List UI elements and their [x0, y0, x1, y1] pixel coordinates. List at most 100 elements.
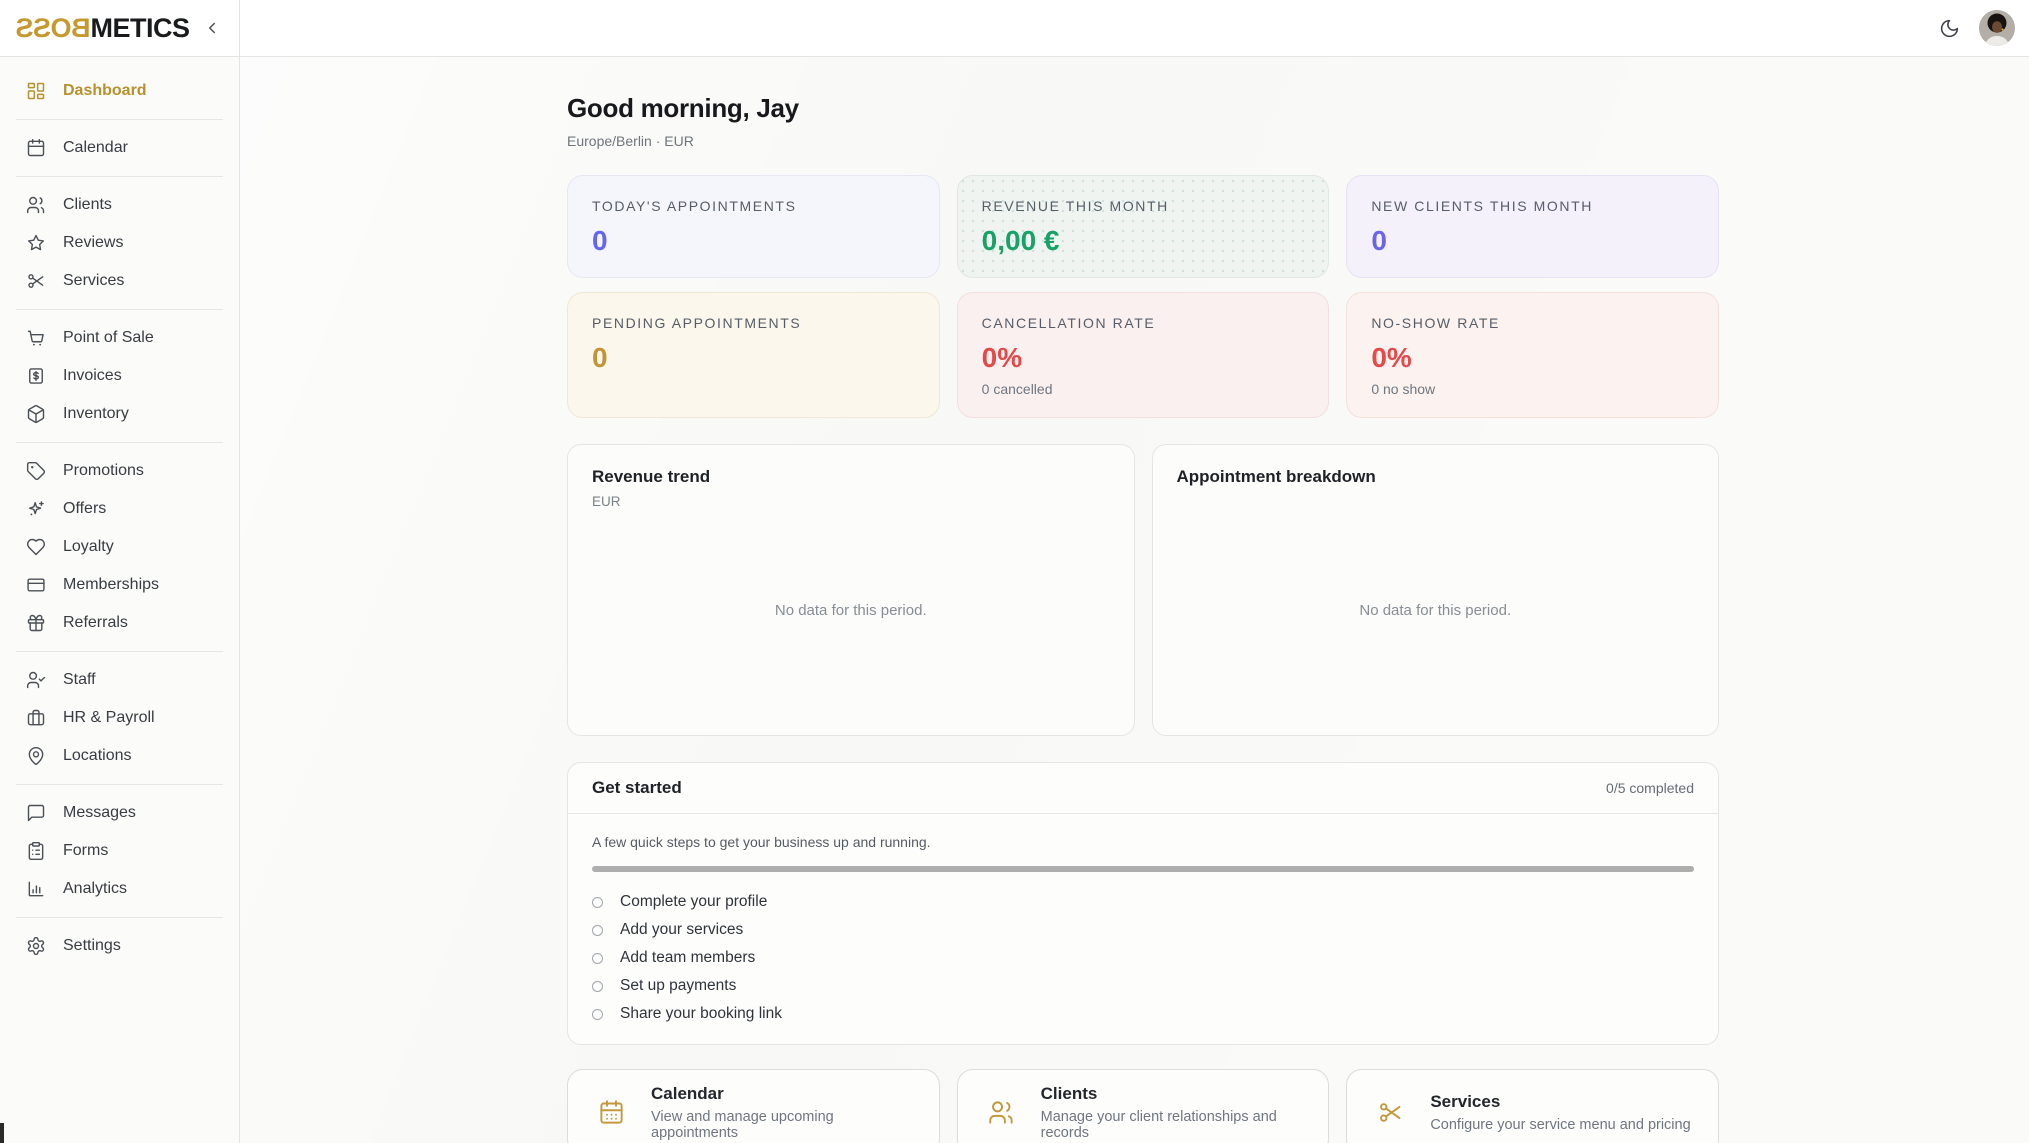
credit-card-icon	[26, 575, 46, 595]
scissors-icon	[1377, 1099, 1404, 1126]
step-circle-icon	[592, 952, 603, 964]
sidebar-item-label: Inventory	[63, 405, 129, 422]
sidebar-item-calendar[interactable]: Calendar	[12, 129, 227, 167]
dark-mode-toggle[interactable]	[1934, 13, 1964, 43]
sidebar-item-label: Loyalty	[63, 538, 114, 555]
avatar[interactable]	[1979, 10, 2015, 46]
sidebar-item-promotions[interactable]: Promotions	[12, 452, 227, 490]
sidebar-item-offers[interactable]: Offers	[12, 490, 227, 528]
sidebar-item-label: Analytics	[63, 880, 128, 897]
chart-title: Revenue trend	[592, 467, 711, 486]
stat-value: 0	[592, 225, 608, 256]
get-started-header: Get started 0/5 completed	[568, 763, 1718, 814]
sidebar: BOSSMETICS Dashboard Calendar Cli	[0, 0, 240, 1143]
sidebar-item-staff[interactable]: Staff	[12, 661, 227, 699]
chevron-left-icon	[203, 19, 221, 37]
step-complete-your-profile[interactable]: Complete your profile	[592, 888, 1694, 916]
sidebar-item-label: Invoices	[63, 367, 122, 384]
sidebar-item-invoices[interactable]: Invoices	[12, 357, 227, 395]
sidebar-item-label: HR & Payroll	[63, 709, 155, 726]
quick-link-clients[interactable]: Clients Manage your client relationships…	[956, 1069, 1330, 1143]
invoice-icon	[26, 366, 46, 386]
sidebar-item-referrals[interactable]: Referrals	[12, 604, 227, 642]
package-icon	[26, 404, 46, 424]
user-check-icon	[26, 670, 46, 690]
sidebar-item-loyalty[interactable]: Loyalty	[12, 528, 227, 566]
stat-card-cancellation-rate[interactable]: CANCELLATION RATE 0% 0 cancelled	[956, 292, 1330, 418]
step-label: Complete your profile	[620, 893, 768, 910]
step-set-up-payments[interactable]: Set up payments	[592, 972, 1694, 1000]
sidebar-item-label: Locations	[63, 747, 132, 764]
sidebar-item-clients[interactable]: Clients	[12, 186, 227, 224]
stat-card-pending-appointments[interactable]: PENDING APPOINTMENTS 0	[567, 292, 940, 418]
quick-link-title: Calendar	[651, 1083, 724, 1103]
briefcase-icon	[26, 708, 46, 728]
sidebar-item-label: Point of Sale	[63, 329, 154, 346]
sidebar-item-messages[interactable]: Messages	[12, 794, 227, 832]
gift-icon	[26, 613, 46, 633]
sidebar-item-services[interactable]: Services	[12, 262, 227, 300]
sidebar-item-inventory[interactable]: Inventory	[12, 395, 227, 433]
clipboard-icon	[26, 841, 46, 861]
sidebar-divider	[16, 651, 223, 652]
sidebar-item-point-of-sale[interactable]: Point of Sale	[12, 319, 227, 357]
step-label: Add team members	[620, 949, 756, 966]
step-add-your-services[interactable]: Add your services	[592, 916, 1694, 944]
stats-grid: TODAY'S APPOINTMENTS 0 REVENUE THIS MONT…	[567, 175, 1719, 418]
sidebar-item-label: Clients	[63, 196, 112, 213]
get-started-description: A few quick steps to get your business u…	[592, 834, 931, 850]
stat-card-todays-appointments[interactable]: TODAY'S APPOINTMENTS 0	[567, 175, 940, 278]
get-started-progress-label: 0/5 completed	[1606, 780, 1694, 796]
get-started-steps: Complete your profile Add your services …	[592, 888, 1694, 1028]
stat-card-new-clients[interactable]: NEW CLIENTS THIS MONTH 0	[1346, 175, 1719, 278]
quick-link-calendar[interactable]: Calendar View and manage upcoming appoin…	[567, 1069, 940, 1143]
stat-card-revenue-this-month[interactable]: REVENUE THIS MONTH 0,00 €	[956, 175, 1330, 278]
quick-link-description: Configure your service menu and pricing	[1430, 1116, 1691, 1133]
sidebar-item-forms[interactable]: Forms	[12, 832, 227, 870]
sidebar-item-reviews[interactable]: Reviews	[12, 224, 227, 262]
sidebar-item-analytics[interactable]: Analytics	[12, 870, 227, 908]
quick-link-description: Manage your client relationships and rec…	[1040, 1108, 1277, 1141]
step-circle-icon	[592, 924, 603, 936]
stat-subtext: 0 no show	[1371, 381, 1436, 397]
step-add-team-members[interactable]: Add team members	[592, 944, 1694, 972]
stat-label: NEW CLIENTS THIS MONTH	[1371, 198, 1593, 214]
sidebar-item-memberships[interactable]: Memberships	[12, 566, 227, 604]
step-circle-icon	[592, 896, 603, 908]
sidebar-item-hr-payroll[interactable]: HR & Payroll	[12, 699, 227, 737]
stat-value: 0	[1371, 225, 1387, 256]
chart-empty-state: No data for this period.	[1359, 601, 1512, 619]
sidebar-collapse-button[interactable]	[199, 15, 225, 41]
users-icon	[988, 1099, 1015, 1126]
sidebar-item-label: Reviews	[63, 234, 124, 251]
topbar	[240, 0, 2029, 57]
step-label: Share your booking link	[620, 1005, 782, 1022]
star-icon	[26, 233, 46, 253]
stat-card-no-show-rate[interactable]: NO-SHOW RATE 0% 0 no show	[1346, 292, 1719, 418]
quick-link-description: View and manage upcoming appointments	[651, 1108, 834, 1141]
brand-logo-dark-part: METICS	[90, 12, 191, 43]
stat-label: CANCELLATION RATE	[981, 315, 1156, 331]
sidebar-item-dashboard[interactable]: Dashboard	[12, 72, 227, 110]
timezone-currency-meta: Europe/Berlin · EUR	[567, 133, 694, 149]
sidebar-item-label: Messages	[63, 804, 136, 821]
sidebar-item-label: Settings	[63, 937, 121, 954]
map-pin-icon	[26, 746, 46, 766]
sidebar-item-label: Memberships	[63, 576, 160, 593]
quick-link-services[interactable]: Services Configure your service menu and…	[1346, 1069, 1719, 1143]
stat-label: PENDING APPOINTMENTS	[592, 315, 802, 331]
brand-logo[interactable]: BOSSMETICS	[16, 13, 190, 44]
stat-value: 0%	[981, 342, 1023, 373]
step-label: Set up payments	[620, 977, 737, 994]
main-column: Good morning, Jay Europe/Berlin · EUR TO…	[240, 0, 2029, 1143]
sidebar-divider	[16, 442, 223, 443]
stat-value: 0,00 €	[981, 225, 1060, 256]
calendar-icon	[598, 1099, 625, 1126]
step-share-your-booking-link[interactable]: Share your booking link	[592, 1000, 1694, 1028]
sidebar-item-label: Staff	[63, 671, 96, 688]
sidebar-item-locations[interactable]: Locations	[12, 737, 227, 775]
sidebar-item-settings[interactable]: Settings	[12, 927, 227, 965]
step-label: Add your services	[620, 921, 744, 938]
scissors-icon	[26, 271, 46, 291]
chart-currency-subtitle: EUR	[592, 494, 621, 509]
